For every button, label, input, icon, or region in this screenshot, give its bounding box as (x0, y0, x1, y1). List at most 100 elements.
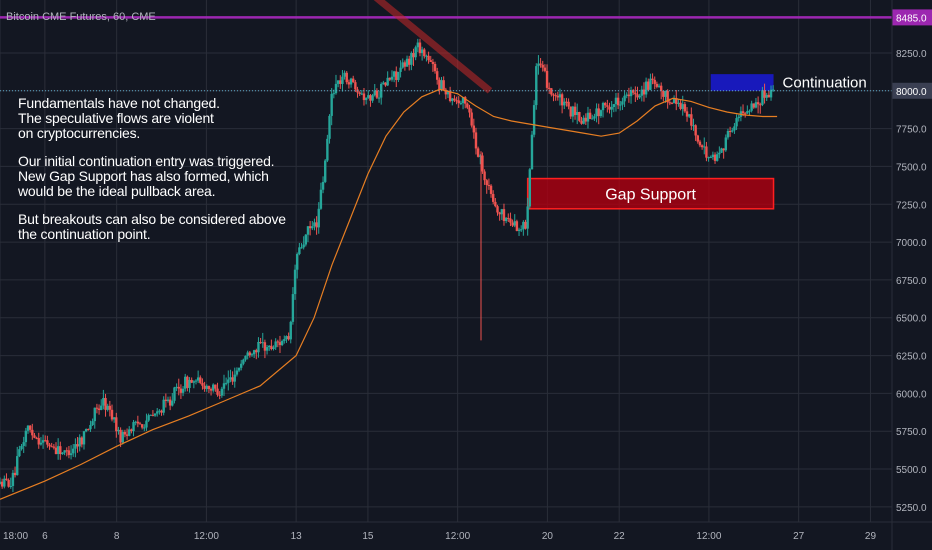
candle-body (455, 100, 458, 102)
time-tick-label: 8 (114, 531, 120, 542)
symbol-title[interactable]: Bitcoin CME Futures, 60, CME (6, 11, 156, 23)
gap-support-label: Gap Support (605, 187, 696, 204)
candle-body (326, 138, 329, 161)
candle-body (666, 90, 669, 103)
candle-body (638, 95, 641, 98)
commentary-line: New Gap Support has also formed, which (18, 168, 269, 184)
candle-body (315, 222, 318, 228)
candle-body (640, 89, 644, 96)
candle-body (485, 180, 488, 186)
candle-body (395, 71, 398, 80)
candle-body (728, 131, 732, 133)
candle-body (743, 113, 747, 115)
candle-body (687, 114, 691, 117)
commentary-line: Fundamentals have not changed. (18, 95, 220, 111)
candle-body (371, 95, 374, 101)
candle-body (196, 377, 200, 381)
candle-body (177, 386, 180, 389)
candle-body (629, 90, 633, 97)
candle-body (625, 94, 628, 96)
time-tick-label: 12:00 (194, 531, 219, 542)
candle-body (207, 385, 211, 390)
price-tick-label: 7750.0 (896, 125, 927, 136)
candle-body (547, 87, 551, 89)
candle-body (209, 389, 213, 391)
candle-body (67, 450, 71, 456)
candle-body (147, 415, 150, 421)
candle-body (231, 377, 234, 382)
candle-body (153, 413, 157, 416)
candle-body (44, 440, 47, 442)
candle-body (500, 209, 504, 215)
candle-body (401, 62, 404, 68)
candle-body (696, 135, 700, 142)
candle-body (35, 437, 38, 439)
candle-body (291, 294, 295, 322)
candle-body (283, 339, 286, 342)
candle-body (627, 94, 631, 97)
candle-body (603, 102, 607, 106)
candle-body (386, 77, 389, 86)
candle-body (166, 399, 170, 401)
time-tick-label: 13 (291, 531, 303, 542)
candle-body (162, 399, 165, 413)
candle-body (754, 102, 758, 108)
candle-body (489, 185, 493, 194)
candle-body (466, 103, 469, 108)
candle-body (711, 154, 715, 158)
candle-body (474, 132, 478, 149)
candle-body (731, 130, 734, 132)
candle-body (352, 78, 355, 83)
candle-body (647, 81, 650, 90)
candle-body (199, 377, 202, 383)
candle-body (515, 221, 519, 231)
indicators (0, 0, 892, 500)
candle-body (95, 407, 99, 409)
candle-body (737, 116, 740, 119)
price-tick-label: 5500.0 (896, 465, 927, 476)
candle-body (698, 141, 702, 146)
candle-body (502, 209, 506, 222)
candle-body (175, 386, 178, 388)
candle-body (408, 58, 411, 65)
candle-body (265, 347, 269, 351)
candle-body (313, 222, 316, 227)
candle-body (349, 78, 353, 85)
candle-body (324, 160, 327, 182)
candle-body (520, 229, 523, 231)
candle-body (601, 102, 605, 111)
candle-body (341, 76, 344, 84)
candle-body (125, 434, 129, 436)
candle-body (543, 67, 547, 71)
candle-body (93, 407, 96, 422)
candle-body (22, 442, 25, 446)
candle-body (438, 79, 441, 90)
candle-body (308, 226, 312, 229)
candle-body (431, 61, 435, 64)
candle-body (644, 81, 648, 95)
candle-body (220, 388, 224, 396)
candle-body (227, 379, 230, 383)
time-tick-label: 22 (614, 531, 626, 542)
candle-body (433, 63, 437, 72)
candle-body (151, 414, 155, 416)
candle-body (571, 106, 575, 117)
candle-body (535, 66, 538, 106)
candle-body (87, 429, 90, 431)
candle-body (119, 429, 122, 443)
candle-body (567, 101, 570, 107)
candle-body (496, 206, 499, 213)
candle-body (373, 90, 376, 96)
candle-body (563, 101, 566, 106)
candle-body (560, 94, 564, 106)
candle-body (80, 437, 84, 445)
candle-body (82, 431, 86, 445)
candle-body (52, 446, 56, 448)
candle-body (537, 63, 540, 67)
candle-body (573, 106, 577, 116)
candle-body (186, 376, 189, 388)
candle-body (0, 481, 4, 487)
candle-body (724, 137, 728, 151)
candle-body (369, 95, 372, 101)
